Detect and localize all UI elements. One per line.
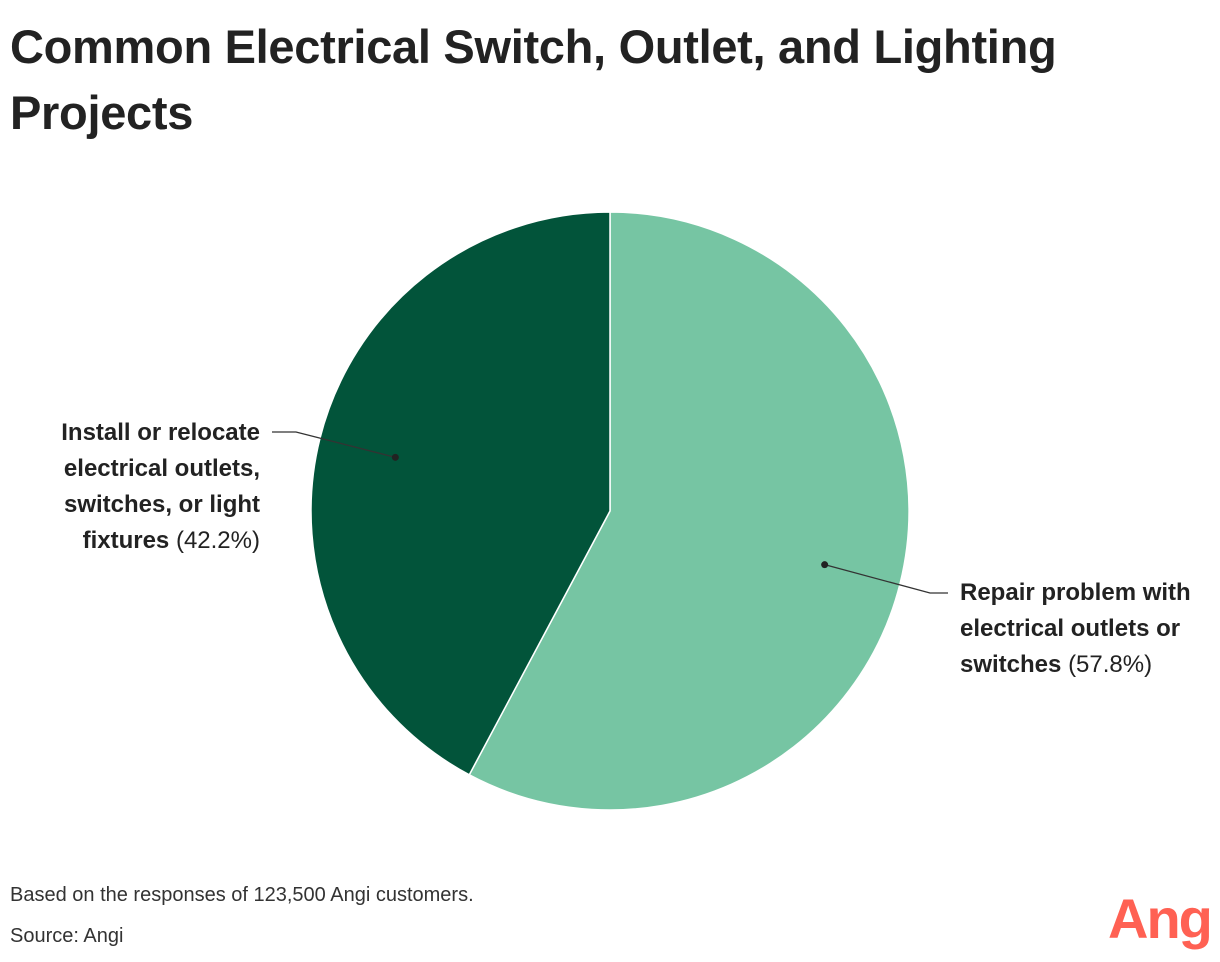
slice-label-install-name: Install or relocate electrical outlets, … bbox=[61, 419, 260, 554]
angi-logo-text: Angi bbox=[1108, 888, 1210, 950]
slice-label-install: Install or relocate electrical outlets, … bbox=[0, 415, 260, 559]
leader-line-0 bbox=[824, 564, 948, 594]
leader-dot-0 bbox=[821, 561, 829, 569]
footer-source: Source: Angi bbox=[10, 925, 124, 947]
angi-logo: Angi bbox=[1108, 888, 1210, 950]
leader-dot-1 bbox=[391, 453, 399, 461]
pie-slice-0 bbox=[468, 211, 910, 811]
slice-label-repair-name: Repair problem with electrical outlets o… bbox=[960, 579, 1191, 678]
leader-line-1 bbox=[272, 431, 396, 458]
footer-note: Based on the responses of 123,500 Angi c… bbox=[10, 884, 474, 906]
slice-label-repair-value: (57.8%) bbox=[1068, 651, 1153, 678]
slice-label-repair: Repair problem with electrical outlets o… bbox=[960, 575, 1215, 683]
chart-title: Common Electrical Switch, Outlet, and Li… bbox=[10, 20, 1057, 139]
slice-label-install-value: (42.2%) bbox=[175, 527, 260, 554]
